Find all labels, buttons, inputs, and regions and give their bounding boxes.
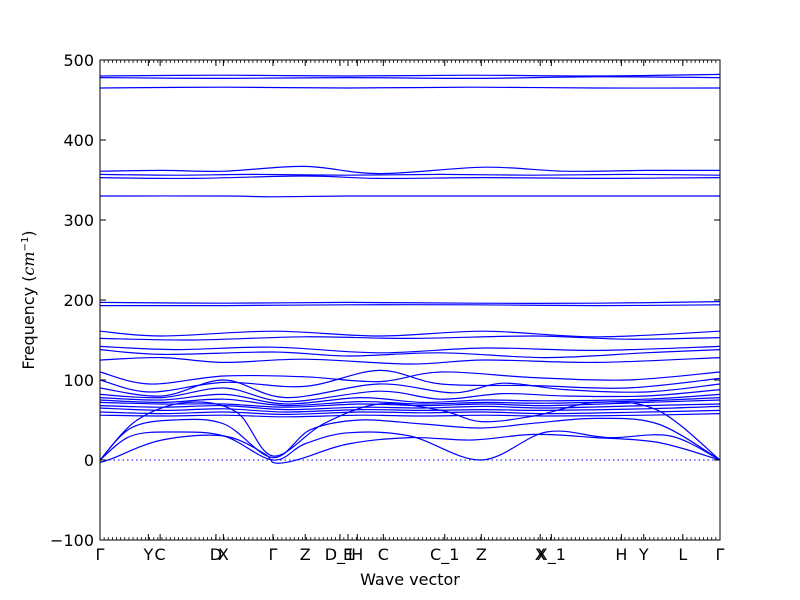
band-line-18 [100, 387, 720, 403]
band-line-25 [100, 413, 720, 418]
x-tick-label: Γ [716, 545, 725, 564]
band-line-10 [100, 330, 720, 338]
band-line-23 [100, 405, 720, 413]
x-tick-label: Y [638, 545, 649, 564]
x-axis-ticks: Γ Y C DX Γ Z D_1EH C C_1 Z XX_1 H Y L Γ [96, 60, 725, 565]
band-line-17 [100, 379, 720, 399]
x-tick-label: C [378, 545, 389, 564]
band-line-27 [100, 417, 720, 461]
y-tick-label: 500 [63, 51, 94, 70]
band-line-9 [100, 304, 720, 307]
x-tick-label: X [218, 545, 229, 564]
band-line-7 [100, 195, 720, 198]
y-tick-label: 0 [84, 451, 94, 470]
band-line-8 [100, 301, 720, 304]
band-line-2 [100, 76, 720, 80]
band-line-3 [100, 86, 720, 89]
band-line-21 [100, 399, 720, 408]
band-line-5 [100, 173, 720, 176]
band-line-4 [100, 165, 720, 175]
band-lines [100, 73, 720, 464]
band-line-14 [100, 356, 720, 365]
x-tick-label: Z [300, 545, 311, 564]
band-line-11 [100, 335, 720, 341]
y-axis-label: Frequency (cm−1) [19, 230, 38, 369]
x-tick-label: Y [142, 545, 153, 564]
x-tick-label: D_1 [325, 545, 356, 565]
band-line-26 [100, 401, 720, 461]
band-line-28 [100, 430, 720, 461]
x-tick-label: C_1 [430, 545, 459, 565]
band-line-22 [100, 403, 720, 411]
y-tick-label: −100 [50, 531, 94, 550]
y-tick-label: 300 [63, 211, 94, 230]
band-line-1 [100, 73, 720, 77]
y-tick-label: 200 [63, 291, 94, 310]
band-line-13 [100, 349, 720, 359]
x-tick-label: H [351, 545, 363, 564]
plot-area [99, 59, 721, 541]
band-line-16 [100, 369, 720, 393]
x-tick-label: C [155, 545, 166, 564]
y-axis-label-text: Frequency ( [19, 276, 38, 370]
band-line-12 [100, 345, 720, 354]
x-tick-label: Γ [96, 545, 105, 564]
x-tick-label: Γ [269, 545, 278, 564]
x-tick-label: H [615, 545, 627, 564]
y-tick-label: 100 [63, 371, 94, 390]
y-axis-ticks: −100 0 100 200 300 400 500 [50, 51, 720, 550]
x-axis-label: Wave vector [360, 570, 460, 589]
x-tick-label: D [210, 545, 222, 564]
band-line-15 [100, 371, 720, 385]
x-tick-label: Z [476, 545, 487, 564]
y-tick-label: 400 [63, 131, 94, 150]
y-axis-label-unit-exponent: −1 [20, 237, 31, 252]
y-axis-label-unit: cm [19, 251, 38, 275]
band-line-24 [100, 409, 720, 416]
band-line-19 [100, 393, 720, 405]
x-tick-label: E [343, 545, 353, 564]
x-tick-label: X [535, 545, 546, 564]
y-axis-label-close: ) [19, 230, 38, 236]
band-line-6 [100, 175, 720, 180]
x-tick-label: X_1 [537, 545, 566, 565]
band-line-29 [100, 433, 720, 464]
x-tick-label: L [678, 545, 687, 564]
